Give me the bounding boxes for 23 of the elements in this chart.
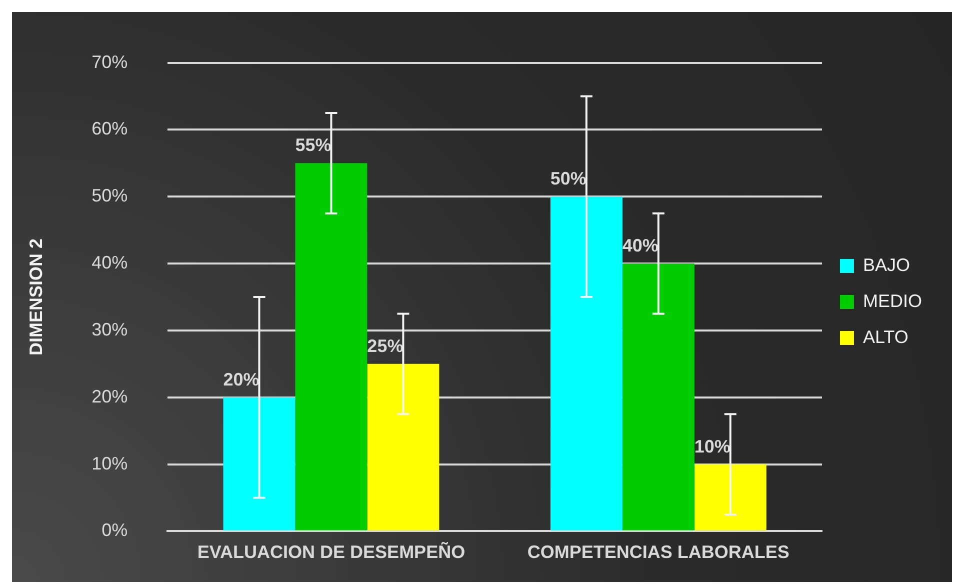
legend-label: MEDIO: [863, 290, 922, 311]
bar: [295, 163, 368, 530]
bar: [550, 196, 622, 530]
y-tick-label: 0%: [102, 520, 128, 540]
legend-label: BAJO: [863, 254, 910, 275]
data-label: 50%: [550, 168, 586, 189]
x-tick-label: EVALUACION DE DESEMPEÑO: [197, 540, 466, 562]
y-tick-label: 20%: [92, 386, 128, 406]
x-tick-label: COMPETENCIAS LABORALES: [527, 542, 790, 562]
data-label: 40%: [622, 236, 658, 256]
bar: [223, 397, 296, 530]
y-tick-label: 60%: [92, 118, 128, 139]
y-tick-label: 40%: [92, 252, 128, 273]
legend-label: ALTO: [863, 326, 908, 347]
data-label: 10%: [694, 436, 730, 456]
y-tick-label: 70%: [92, 52, 128, 72]
bar: [367, 364, 440, 530]
y-axis-title: DIMENSION 2: [26, 238, 46, 356]
bar: [622, 264, 694, 530]
y-tick-label: 30%: [92, 319, 128, 340]
bar: [694, 464, 766, 530]
y-tick-label: 50%: [92, 186, 128, 206]
y-tick-label: 10%: [92, 453, 128, 474]
